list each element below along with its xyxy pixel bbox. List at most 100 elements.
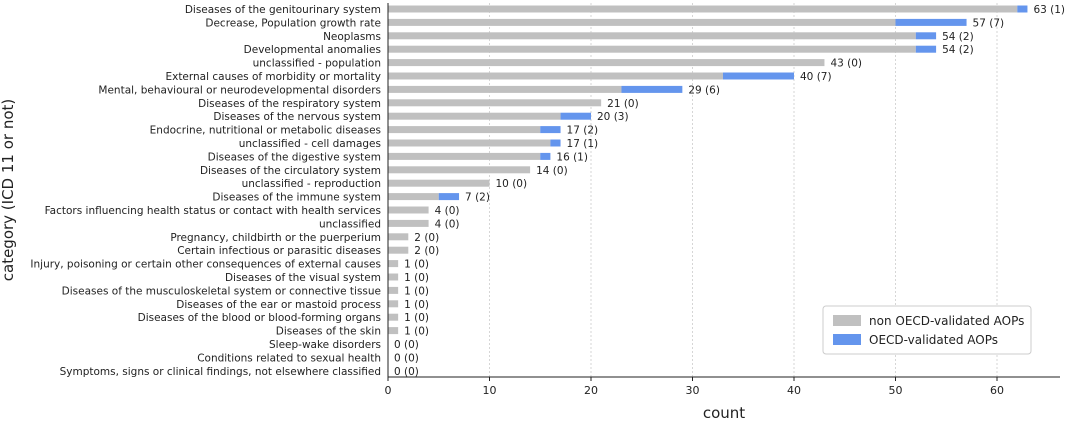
x-ticks: 0 10 20 30 40 50 60 xyxy=(385,377,1005,397)
value-label: 20 (3) xyxy=(597,111,629,123)
legend-label-non-oecd: non OECD-validated AOPs xyxy=(869,314,1024,328)
value-label: 10 (0) xyxy=(496,178,528,190)
bar-non-oecd xyxy=(388,300,398,307)
value-label: 29 (6) xyxy=(688,84,720,96)
bar-non-oecd xyxy=(388,327,398,334)
bar-non-oecd xyxy=(388,314,398,321)
category-label: Diseases of the ear or mastoid process xyxy=(176,299,381,311)
value-label: 63 (1) xyxy=(1033,4,1065,16)
category-label: Diseases of the genitourinary system xyxy=(185,4,381,16)
bar-oecd xyxy=(621,86,682,93)
value-label: 4 (0) xyxy=(435,218,460,230)
bar-non-oecd xyxy=(388,113,561,120)
value-label: 0 (0) xyxy=(394,352,419,364)
bar-oecd xyxy=(550,140,560,147)
legend-swatch-oecd xyxy=(833,334,861,345)
category-label: unclassified - cell damages xyxy=(239,138,381,150)
value-label: 4 (0) xyxy=(435,205,460,217)
category-label: unclassified xyxy=(319,218,381,230)
category-label: Pregnancy, childbirth or the puerperium xyxy=(170,232,381,244)
category-label: Diseases of the respiratory system xyxy=(198,98,381,110)
value-label: 14 (0) xyxy=(536,165,568,177)
legend: non OECD-validated AOPs OECD-validated A… xyxy=(823,306,1031,354)
value-label: 17 (2) xyxy=(567,125,599,137)
x-tick-label: 40 xyxy=(787,384,801,397)
value-label: 7 (2) xyxy=(465,192,490,204)
bar-chart: Diseases of the genitourinary systemDecr… xyxy=(0,0,1065,422)
category-label: Certain infectious or parasitic diseases xyxy=(177,245,381,257)
value-label: 16 (1) xyxy=(556,151,588,163)
bar-non-oecd xyxy=(388,180,490,187)
bar-oecd xyxy=(896,19,967,26)
bar-oecd xyxy=(916,32,936,39)
value-label: 2 (0) xyxy=(414,245,439,257)
category-label: Factors influencing health status or con… xyxy=(45,205,381,217)
category-label: Diseases of the digestive system xyxy=(208,151,381,163)
legend-swatch-non-oecd xyxy=(833,315,861,326)
bar-non-oecd xyxy=(388,193,439,200)
category-label: Diseases of the blood or blood-forming o… xyxy=(138,312,381,324)
category-label: External causes of morbidity or mortalit… xyxy=(165,71,381,83)
category-label: Diseases of the skin xyxy=(276,326,381,338)
value-label: 1 (0) xyxy=(404,312,429,324)
category-label: Diseases of the visual system xyxy=(225,272,381,284)
category-label: Diseases of the immune system xyxy=(212,192,381,204)
bar-non-oecd xyxy=(388,99,601,106)
value-label: 1 (0) xyxy=(404,326,429,338)
category-label: Diseases of the musculoskeletal system o… xyxy=(62,285,381,297)
bar-non-oecd xyxy=(388,166,530,173)
bar-non-oecd xyxy=(388,73,723,80)
bar-non-oecd xyxy=(388,6,1017,13)
value-label: 21 (0) xyxy=(607,98,639,110)
bar-non-oecd xyxy=(388,86,621,93)
category-label: Injury, poisoning or certain other conse… xyxy=(30,259,381,271)
bar-non-oecd xyxy=(388,207,429,214)
bar-non-oecd xyxy=(388,140,550,147)
value-label: 1 (0) xyxy=(404,272,429,284)
x-tick-label: 50 xyxy=(889,384,903,397)
bar-non-oecd xyxy=(388,153,540,160)
category-label: Mental, behavioural or neurodevelopmenta… xyxy=(98,84,381,96)
value-label: 1 (0) xyxy=(404,285,429,297)
category-label: Neoplasms xyxy=(323,31,381,43)
x-tick-label: 10 xyxy=(483,384,497,397)
value-label: 40 (7) xyxy=(800,71,832,83)
value-label: 0 (0) xyxy=(394,366,419,378)
x-tick-label: 0 xyxy=(385,384,392,397)
bars xyxy=(388,6,1027,335)
bar-oecd xyxy=(1017,6,1027,13)
category-label: Endocrine, nutritional or metabolic dise… xyxy=(150,125,381,137)
category-label: Developmental anomalies xyxy=(244,44,381,56)
bar-non-oecd xyxy=(388,46,916,53)
bar-non-oecd xyxy=(388,247,408,254)
bar-oecd xyxy=(561,113,591,120)
category-labels: Diseases of the genitourinary systemDecr… xyxy=(30,4,381,378)
category-label: unclassified - reproduction xyxy=(242,178,381,190)
bar-oecd xyxy=(439,193,459,200)
bar-non-oecd xyxy=(388,220,429,227)
bar-non-oecd xyxy=(388,233,408,240)
bar-non-oecd xyxy=(388,126,540,133)
category-label: Diseases of the circulatory system xyxy=(200,165,381,177)
category-label: Decrease, Population growth rate xyxy=(205,17,381,29)
y-axis-title: category (ICD 11 or not) xyxy=(0,99,17,282)
x-tick-label: 30 xyxy=(686,384,700,397)
bar-oecd xyxy=(540,153,550,160)
category-label: Conditions related to sexual health xyxy=(197,352,381,364)
bar-non-oecd xyxy=(388,19,896,26)
x-tick-label: 20 xyxy=(584,384,598,397)
value-label: 17 (1) xyxy=(567,138,599,150)
value-label: 1 (0) xyxy=(404,299,429,311)
category-label: Diseases of the nervous system xyxy=(213,111,381,123)
category-label: Symptoms, signs or clinical findings, no… xyxy=(60,366,381,378)
bar-oecd xyxy=(916,46,936,53)
value-label: 54 (2) xyxy=(942,31,974,43)
legend-label-oecd: OECD-validated AOPs xyxy=(869,333,998,347)
value-label: 57 (7) xyxy=(973,17,1005,29)
bar-non-oecd xyxy=(388,260,398,267)
bar-non-oecd xyxy=(388,32,916,39)
bar-oecd xyxy=(540,126,560,133)
bar-non-oecd xyxy=(388,274,398,281)
bar-oecd xyxy=(723,73,794,80)
category-label: Sleep-wake disorders xyxy=(269,339,381,351)
